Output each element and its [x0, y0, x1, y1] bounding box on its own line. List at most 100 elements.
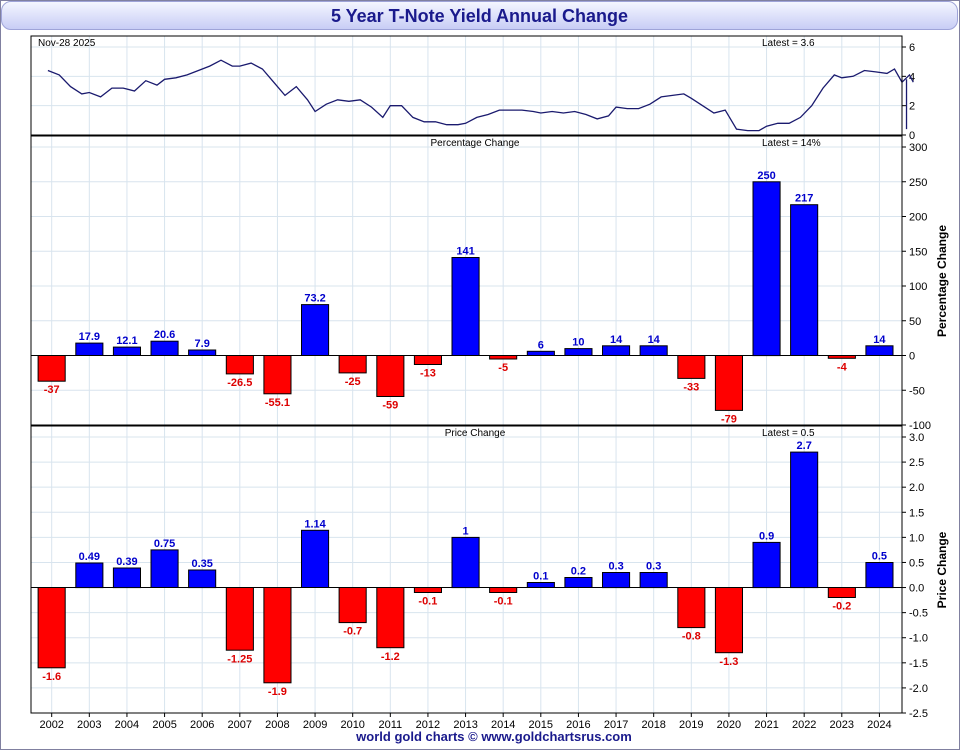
x-tick-label-2003: 2003 [77, 719, 101, 731]
data-label-2006: 7.9 [195, 338, 210, 350]
y-axis-title: Percentage Change [935, 225, 949, 337]
bar-2012 [413, 355, 442, 365]
data-label-2005: 20.6 [154, 329, 175, 341]
y-tick-label: 150 [909, 246, 927, 258]
bar-2024 [865, 345, 894, 356]
bar-2023 [827, 587, 856, 598]
data-label-2017: 0.3 [608, 561, 623, 573]
data-label-2021: 250 [757, 170, 775, 182]
panel-title: Percentage Change [431, 138, 520, 149]
data-label-2023: -0.2 [832, 601, 851, 613]
data-label-2015: 0.1 [533, 571, 548, 583]
y-tick-label: 4 [909, 71, 915, 83]
bar-2016 [564, 577, 593, 588]
bar-2002 [37, 587, 66, 669]
date-label: Nov-28 2025 [38, 38, 96, 49]
data-label-2022: 2.7 [797, 440, 812, 452]
data-label-2003: 0.49 [79, 551, 100, 563]
bar-2009 [301, 529, 330, 588]
x-tick-label-2015: 2015 [529, 719, 553, 731]
y-tick-label: 0.5 [909, 557, 924, 569]
bar-2022 [790, 204, 819, 356]
bar-2021 [752, 541, 781, 589]
x-tick-label-2010: 2010 [340, 719, 364, 731]
bar-2010 [338, 355, 367, 374]
percentage-panel: -100 -50 0 50 100 150 200 250 300 -37 17.9 12.1 20.6… [31, 138, 949, 432]
latest-label: Latest = 0.5 [762, 428, 815, 439]
x-tick-label-2006: 2006 [190, 719, 214, 731]
data-label-2011: -1.2 [381, 651, 400, 663]
data-label-2004: 12.1 [116, 335, 137, 347]
bar-2008 [263, 355, 292, 395]
bar-2012 [413, 587, 442, 593]
yield-line [47, 59, 914, 132]
data-label-2003: 17.9 [79, 331, 100, 343]
data-label-2020: -1.3 [719, 656, 738, 668]
bar-2007 [225, 587, 254, 651]
bar-2016 [564, 348, 593, 357]
latest-label: Latest = 14% [762, 138, 821, 149]
bar-2017 [602, 572, 631, 589]
x-tick-label-2016: 2016 [566, 719, 590, 731]
bar-2003 [75, 562, 104, 589]
y-tick-label: 1.0 [909, 532, 924, 544]
data-label-2022: 217 [795, 193, 813, 205]
y-tick-label: 2.5 [909, 457, 924, 469]
data-label-2008: -55.1 [265, 397, 290, 409]
panel-border-1 [30, 35, 903, 136]
x-tick-label-2009: 2009 [303, 719, 327, 731]
bar-2006 [188, 569, 217, 589]
x-tick-label-2005: 2005 [152, 719, 176, 731]
data-label-2004: 0.39 [116, 556, 137, 568]
x-tick-label-2020: 2020 [717, 719, 741, 731]
data-label-2015: 6 [538, 339, 544, 351]
bar-2009 [301, 304, 330, 357]
data-label-2007: -26.5 [227, 377, 252, 389]
latest-label: Latest = 3.6 [762, 38, 815, 49]
x-tick-label-2019: 2019 [679, 719, 703, 731]
y-tick-label: 2.0 [909, 482, 924, 494]
x-tick-label-2004: 2004 [115, 719, 139, 731]
bar-2020 [714, 355, 744, 411]
y-tick-label: -2.5 [909, 708, 928, 720]
bar-2007 [225, 355, 254, 375]
data-label-2013: 1 [463, 525, 469, 537]
panel-border-3 [30, 425, 903, 714]
data-label-2016: 0.2 [571, 566, 586, 578]
bar-2003 [75, 342, 104, 357]
yield-panel: 0 2 4 6 Nov-28 2025 Latest = 3.6 [31, 38, 915, 142]
x-tick-label-2008: 2008 [265, 719, 289, 731]
bar-2017 [602, 345, 631, 356]
bar-2021 [752, 181, 781, 357]
data-label-2020: -79 [721, 413, 737, 425]
data-label-2009: 1.14 [304, 518, 326, 530]
y-tick-label: -0.5 [909, 608, 928, 620]
price-panel: -2.5 -2.0 -1.5 -1.0 -0.5 0.0 0.5 1.0 1.5 2.0 2.5 3.… [31, 428, 949, 720]
x-tick-label-2024: 2024 [867, 719, 891, 731]
data-label-2014: -0.1 [494, 596, 513, 608]
bar-2013 [451, 257, 480, 356]
data-label-2019: -0.8 [682, 631, 701, 643]
bar-2014 [489, 355, 518, 360]
bar-2013 [451, 536, 480, 589]
data-label-2018: 14 [648, 334, 661, 346]
data-label-2011: -59 [382, 400, 398, 412]
data-label-2014: -5 [498, 362, 508, 374]
data-label-2002: -37 [44, 384, 60, 396]
y-tick-label: 2 [909, 101, 915, 113]
bar-2018 [639, 345, 668, 356]
bar-2011 [376, 355, 405, 397]
data-label-2012: -0.1 [418, 596, 437, 608]
data-label-2005: 0.75 [154, 538, 175, 550]
y-tick-label: 100 [909, 281, 927, 293]
data-label-2002: -1.6 [42, 671, 61, 683]
y-tick-label: -2.0 [909, 683, 928, 695]
bar-2020 [714, 587, 744, 654]
bar-2014 [489, 587, 518, 593]
bar-2002 [37, 355, 66, 382]
bar-2004 [112, 567, 142, 589]
bar-2010 [338, 587, 367, 624]
y-axis-title: Price Change [935, 531, 949, 608]
data-label-2006: 0.35 [191, 558, 212, 570]
